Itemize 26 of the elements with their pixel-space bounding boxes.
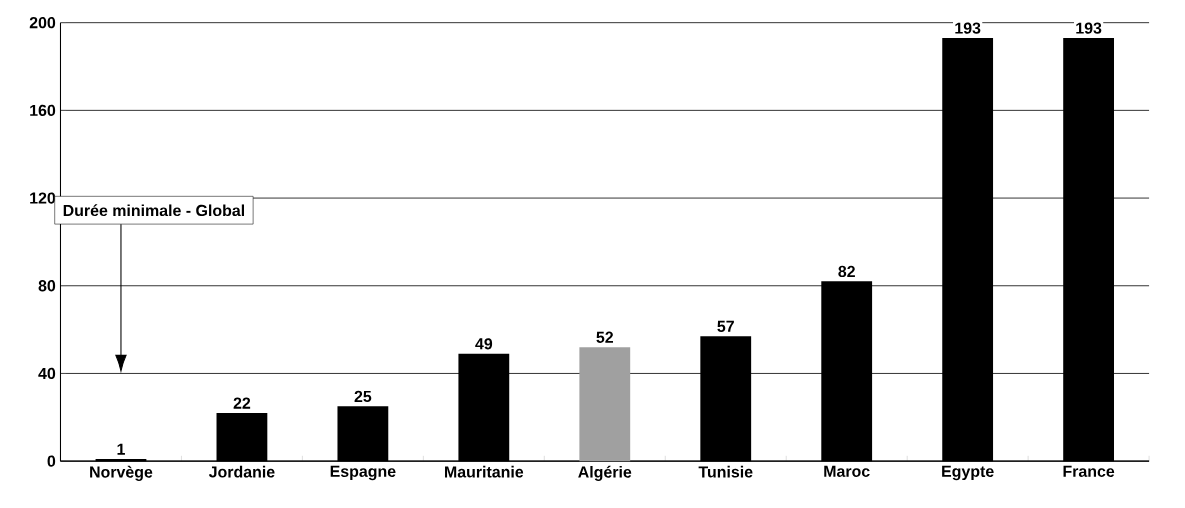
annotation: Durée minimale - Global bbox=[63, 204, 245, 216]
x-tick-label: Maroc bbox=[824, 465, 870, 477]
data-label: 25 bbox=[354, 390, 372, 402]
data-label: 22 bbox=[233, 397, 251, 409]
y-tick-label: 200 bbox=[29, 16, 56, 29]
data-label: 49 bbox=[475, 338, 493, 350]
x-tick-label: Jordanie bbox=[208, 465, 275, 478]
x-tick-label: Mauritanie bbox=[445, 465, 524, 478]
x-tick-label: Tunisie bbox=[698, 465, 753, 478]
x-tick-label: Egypte bbox=[942, 465, 994, 480]
bar bbox=[579, 346, 631, 461]
data-label: 52 bbox=[596, 331, 614, 343]
data-label: 193 bbox=[955, 22, 981, 34]
data-label: 82 bbox=[838, 265, 855, 277]
data-label: 57 bbox=[717, 320, 734, 332]
y-tick-label: 40 bbox=[38, 367, 56, 379]
data-label: 193 bbox=[1076, 22, 1102, 34]
y-tick-label: 120 bbox=[30, 192, 56, 204]
y-tick-label: 80 bbox=[38, 279, 56, 292]
x-tick-label: Espagne bbox=[330, 465, 396, 480]
y-tick-label: 160 bbox=[30, 104, 56, 116]
x-tick-label: Algérie bbox=[578, 465, 632, 481]
y-tick-label: 0 bbox=[47, 455, 56, 467]
x-tick-label: Norvège bbox=[90, 465, 153, 481]
x-tick-label: France bbox=[1063, 465, 1115, 477]
data-label: 1 bbox=[117, 443, 125, 455]
